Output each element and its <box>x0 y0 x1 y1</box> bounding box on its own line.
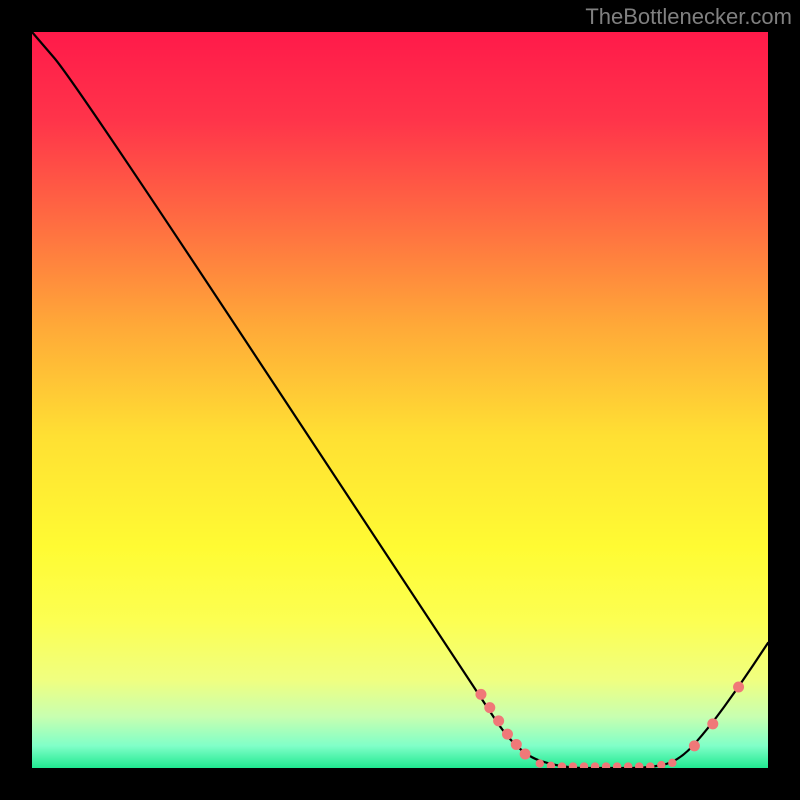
curve-marker <box>493 715 504 726</box>
curve-marker <box>668 759 676 767</box>
curve-marker <box>536 759 544 767</box>
chart-background <box>32 32 768 768</box>
watermark-text: TheBottlenecker.com <box>585 4 792 30</box>
chart-svg <box>32 32 768 768</box>
curve-marker <box>520 749 531 760</box>
curve-marker <box>689 740 700 751</box>
curve-marker <box>484 702 495 713</box>
curve-marker <box>707 718 718 729</box>
curve-marker <box>511 739 522 750</box>
curve-marker <box>733 682 744 693</box>
chart-plot-area <box>32 32 768 768</box>
curve-marker <box>502 729 513 740</box>
curve-marker <box>475 689 486 700</box>
